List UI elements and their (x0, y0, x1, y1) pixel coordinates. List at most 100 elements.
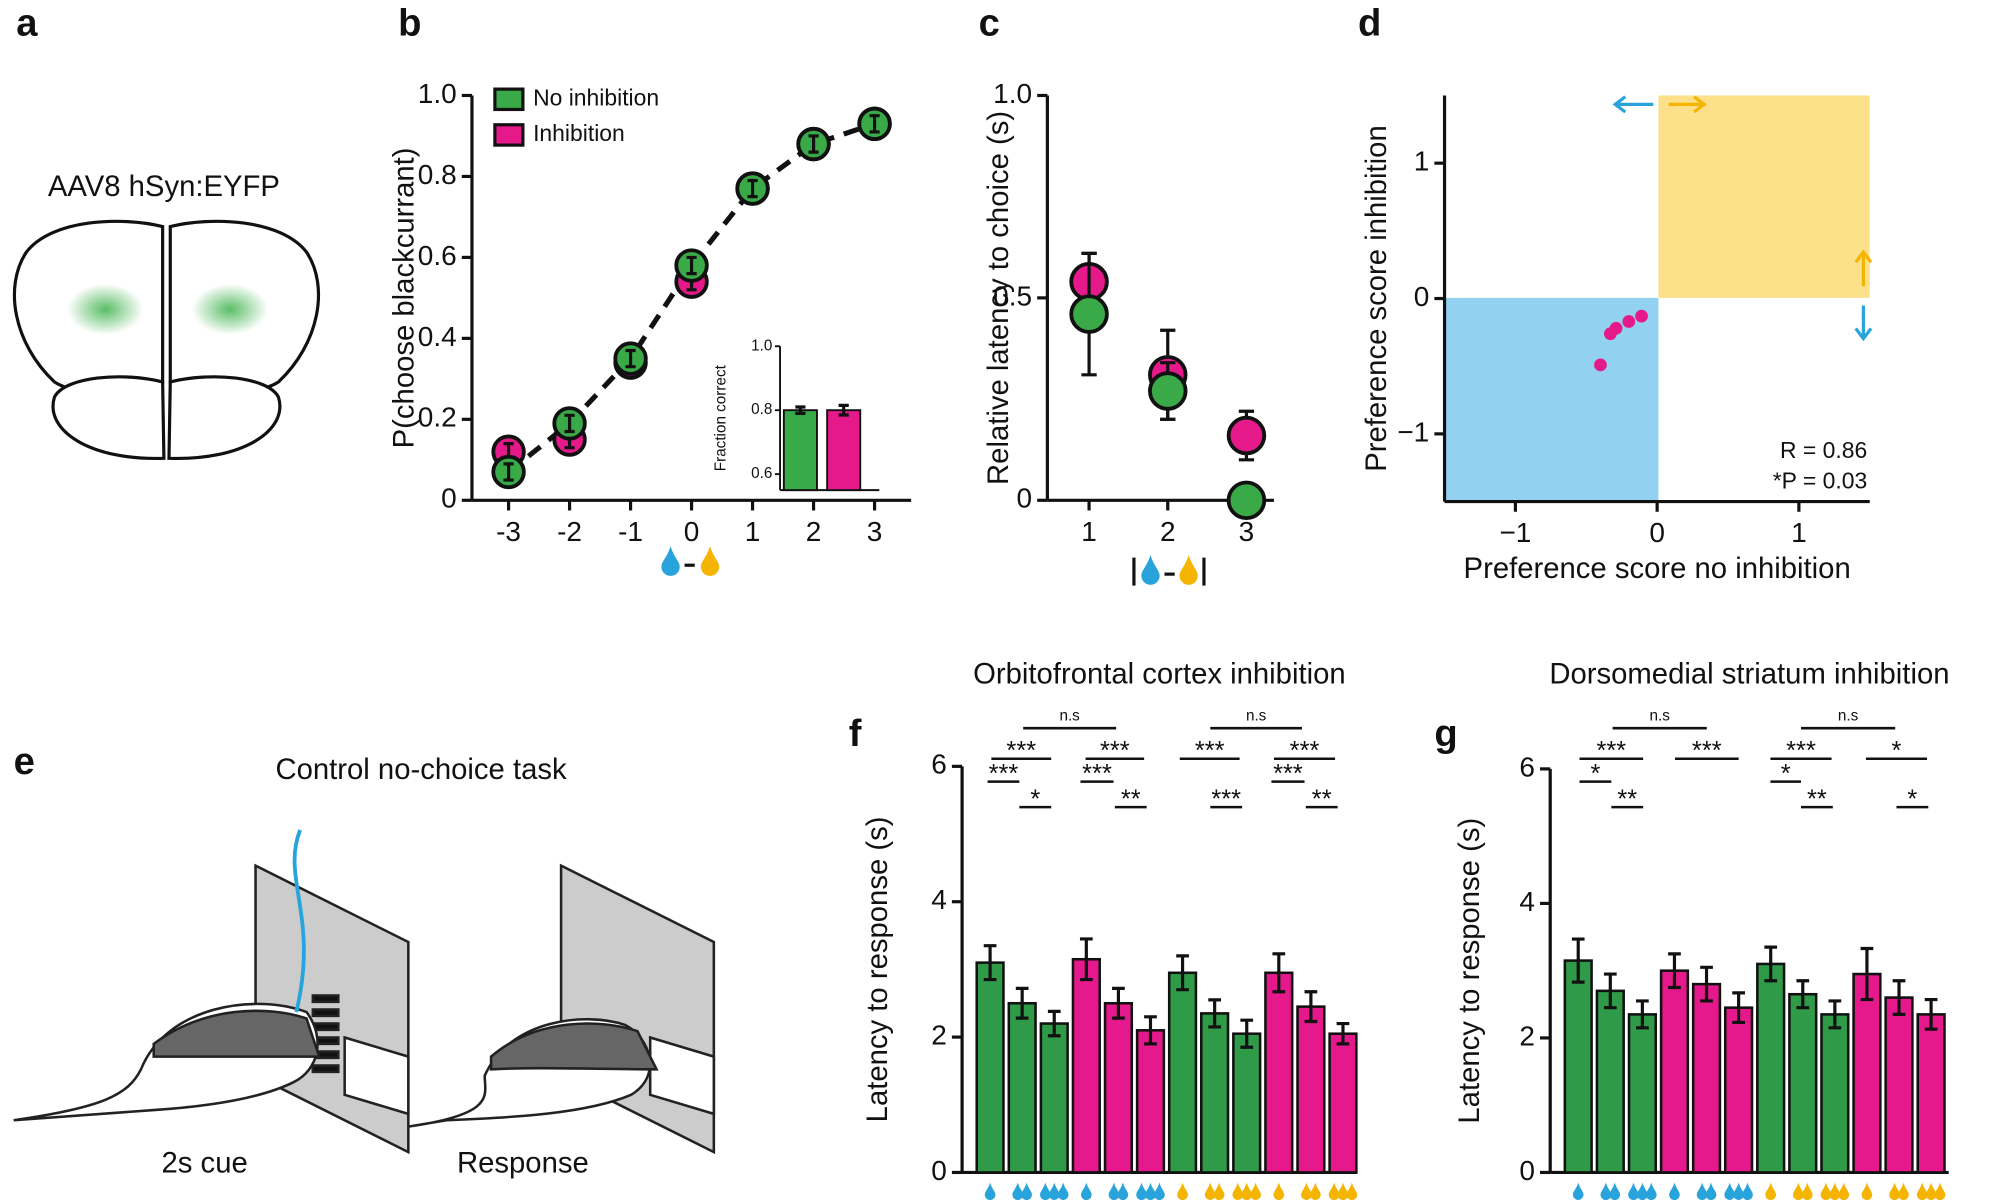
legend-label: No inhibition (533, 84, 659, 110)
droplet-icon (1337, 1182, 1349, 1201)
y-tick-label: 2 (1519, 1020, 1535, 1051)
y-axis-label: Latency to response (s) (1454, 818, 1486, 1124)
significance-label: * (1030, 785, 1040, 813)
bar (1723, 1006, 1754, 1174)
x-tick-label: 2 (1160, 516, 1176, 547)
bar (1884, 996, 1914, 1174)
data-point (1226, 480, 1267, 521)
significance-label: ** (1617, 785, 1637, 813)
data-point (1148, 371, 1188, 411)
droplet-icon (1241, 1182, 1253, 1201)
bar (826, 409, 862, 492)
droplet-icon (1213, 1182, 1225, 1201)
error-bar (1304, 990, 1318, 1024)
y-tick-label: 1 (1414, 146, 1430, 177)
stat-annotation: R = 0.86 (1780, 437, 1867, 463)
legend-swatch (493, 87, 525, 112)
droplet-icon (1177, 1182, 1188, 1201)
bar (1627, 1013, 1658, 1174)
droplet-icon (1705, 1182, 1717, 1201)
droplet-icon (1048, 1182, 1060, 1200)
significance-label: *** (1273, 760, 1303, 788)
y-tick-label: 0.8 (751, 401, 772, 418)
significance-label: ** (1312, 785, 1332, 813)
panel-label: e (14, 740, 35, 783)
droplet-icon (1733, 1182, 1744, 1200)
error-bar (983, 944, 997, 982)
error-bar (795, 405, 806, 415)
y-tick-label: 6 (1519, 751, 1535, 782)
droplet-icon (1204, 1182, 1216, 1200)
error-bar (1272, 952, 1286, 994)
droplet-icon (1108, 1182, 1120, 1201)
y-tick-label: 2 (931, 1019, 947, 1050)
error-bar (564, 413, 575, 434)
legend-label: Inhibition (533, 120, 625, 146)
droplet-icon (1301, 1182, 1312, 1200)
error-bar (1892, 979, 1906, 1016)
bar (782, 409, 818, 492)
significance-label: * (1590, 760, 1600, 788)
error-bar (1208, 998, 1222, 1029)
error-bar (1176, 954, 1189, 992)
brain-illustration (12, 219, 320, 460)
error-bar (1828, 999, 1842, 1030)
droplet-icon (1021, 1182, 1032, 1201)
error-bar (1079, 937, 1093, 982)
bar (1820, 1013, 1850, 1174)
error-bar (686, 255, 697, 276)
bar (1200, 1012, 1230, 1174)
x-tick-label: −1 (1499, 517, 1531, 548)
error-bar (747, 178, 758, 199)
droplet-icon (1637, 1182, 1648, 1201)
significance-label: *** (1211, 785, 1241, 813)
y-tick-label: 0.2 (418, 402, 457, 433)
error-bar (1732, 991, 1745, 1025)
y-tick-label: 4 (931, 884, 947, 915)
significance-label: *** (1100, 737, 1130, 765)
data-point (1226, 415, 1267, 456)
significance-label: n.s (1059, 708, 1080, 725)
error-bar (1336, 1021, 1350, 1046)
droplet-icon (1724, 1182, 1736, 1200)
y-axis-label: Fraction correct (713, 364, 730, 471)
error-bar (503, 462, 514, 482)
panel-label: f (849, 712, 862, 755)
chart-title: Orbitofrontal cortex inhibition (973, 659, 1346, 691)
droplet-icon (1801, 1182, 1813, 1201)
cue-label: 2s cue (162, 1148, 248, 1180)
direction-arrows (1612, 95, 1873, 342)
panel-label: d (1358, 2, 1381, 45)
data-point (1609, 321, 1623, 335)
quadrant-shade (1444, 297, 1659, 502)
droplet-icon (1889, 1182, 1900, 1201)
droplet-icon (1572, 1182, 1584, 1200)
y-tick-label: 0.5 (993, 280, 1032, 311)
droplet-icon (1117, 1182, 1129, 1201)
significance-label: * (1892, 737, 1902, 765)
significance-label: *** (1786, 737, 1816, 765)
significance-label: *** (1082, 760, 1112, 788)
panel-label: c (979, 2, 1000, 45)
data-point (1635, 309, 1648, 323)
bar (1296, 1005, 1326, 1174)
bar (1103, 1001, 1134, 1174)
droplet-icon (1925, 1182, 1937, 1201)
bar (1039, 1022, 1069, 1174)
y-tick-label: 0.4 (418, 321, 457, 352)
bar (1691, 982, 1722, 1174)
y-tick-label: 1.0 (751, 337, 772, 354)
panel-label: g (1434, 712, 1457, 755)
bar (1007, 1001, 1037, 1174)
droplet-icon (1861, 1182, 1873, 1201)
y-tick-label: 0.6 (751, 465, 772, 482)
droplet-icon (1898, 1182, 1909, 1200)
x-tick-label: 3 (1239, 516, 1255, 547)
y-tick-label: 0.6 (418, 240, 457, 271)
error-bar (1668, 952, 1681, 990)
droplet-icon (661, 546, 680, 576)
y-tick-label: 0 (931, 1155, 947, 1186)
error-bar (1144, 1015, 1157, 1046)
chart-title: Dorsomedial striatum inhibition (1549, 659, 1949, 691)
